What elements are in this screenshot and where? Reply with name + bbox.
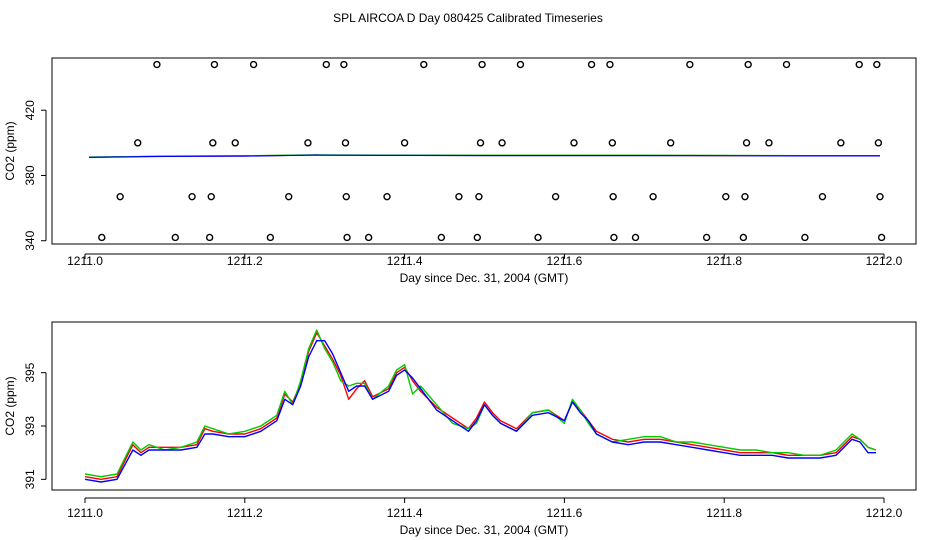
data-point [741,192,749,201]
panel-bottom-xlabel: Day since Dec. 31, 2004 (GMT) [400,523,569,537]
data-point [606,60,614,69]
data-point [473,233,482,242]
bottom-x-tick-label: 1211.0 [67,506,103,520]
data-point [609,192,617,201]
panel-bottom-axes: 1211.0 1211.2 1211.4 1211.6 1211.8 1212.0 391 3… [23,362,903,520]
data-point [209,139,217,147]
data-point [341,139,350,147]
data-point [116,192,124,201]
data-point [876,192,884,201]
panel-top-frame [51,57,917,245]
panel-top-ylabel: CO2 (ppm) [3,121,17,180]
data-point [342,192,350,201]
panel-top-axes: 1211.0 1211.2 1211.4 1211.6 1211.8 1212.0 340 3… [23,100,903,268]
series-line-red [84,332,877,480]
data-point [570,139,578,147]
data-point [153,60,161,69]
data-point [475,192,483,201]
top-x-tick-label: 1211.6 [546,254,582,268]
top-y-tick-label: 340 [23,230,37,250]
data-point [134,139,142,147]
data-point [742,139,751,147]
data-point [231,139,239,147]
data-point [855,60,863,69]
panel-top: 1211.0 1211.2 1211.4 1211.6 1211.8 1212.0 340 3… [3,57,917,285]
data-point [343,233,351,242]
data-point [874,139,883,147]
data-point [702,233,711,242]
data-point [801,233,809,242]
data-point [188,192,196,201]
bottom-x-tick-label: 1211.4 [387,506,423,520]
panel-bottom: 1211.0 1211.2 1211.4 1211.6 1211.8 1212.0 391 3… [3,321,917,537]
panel-bottom-ylabel: CO2 (ppm) [3,376,17,435]
bottom-y-tick-label: 395 [23,362,37,382]
series-line-blue [88,154,880,158]
data-point [587,60,596,69]
data-point [649,192,657,201]
series-line-green [84,329,877,478]
data-point [437,233,446,242]
data-point [420,60,428,69]
data-point [744,60,752,69]
data-point [765,139,773,147]
data-point [364,233,373,242]
bottom-x-tick-label: 1211.2 [227,506,263,520]
data-point [340,60,348,69]
data-point [266,233,275,242]
top-x-tick-label: 1212.0 [866,254,903,268]
panel-bottom-frame [51,321,917,491]
panel-top-xlabel: Day since Dec. 31, 2004 (GMT) [400,271,569,285]
data-point [98,233,106,242]
data-point [383,192,391,201]
data-point [551,192,560,201]
top-y-tick-label: 420 [23,100,37,120]
series-line-blue [84,340,876,483]
data-point [210,60,219,69]
data-point [478,60,486,69]
bottom-y-tick-label: 393 [23,416,37,436]
bottom-x-tick-label: 1211.8 [706,506,742,520]
data-point [631,233,640,242]
data-point [455,192,463,201]
panel-bottom-marks [84,329,877,483]
top-y-tick-label: 380 [23,165,37,185]
data-point [873,60,881,69]
data-point [686,60,694,69]
figure-title: SPL AIRCOA D Day 080425 Calibrated Times… [333,11,603,25]
data-point [837,139,845,147]
data-point [610,233,618,242]
data-point [666,139,675,147]
data-point [818,192,827,201]
data-point [516,60,525,69]
data-point [171,233,179,242]
top-x-tick-label: 1211.2 [227,254,263,268]
bottom-x-tick-label: 1212.0 [866,506,903,520]
data-point [877,233,886,242]
data-point [498,139,506,147]
bottom-x-tick-label: 1211.6 [546,506,582,520]
data-point [782,60,791,69]
data-point [608,139,617,147]
data-point [476,139,485,147]
data-point [534,233,542,242]
panel-top-marks [88,60,886,242]
data-point [249,60,258,69]
data-point [400,139,409,147]
data-point [304,139,312,147]
top-x-tick-label: 1211.0 [67,254,103,268]
top-x-tick-label: 1211.4 [387,254,423,268]
data-point [207,192,215,201]
data-point [322,60,330,69]
data-point [205,233,214,242]
top-x-tick-label: 1211.8 [706,254,742,268]
bottom-y-tick-label: 391 [23,469,37,489]
data-point [285,192,293,201]
data-point [739,233,748,242]
data-point [722,192,730,201]
